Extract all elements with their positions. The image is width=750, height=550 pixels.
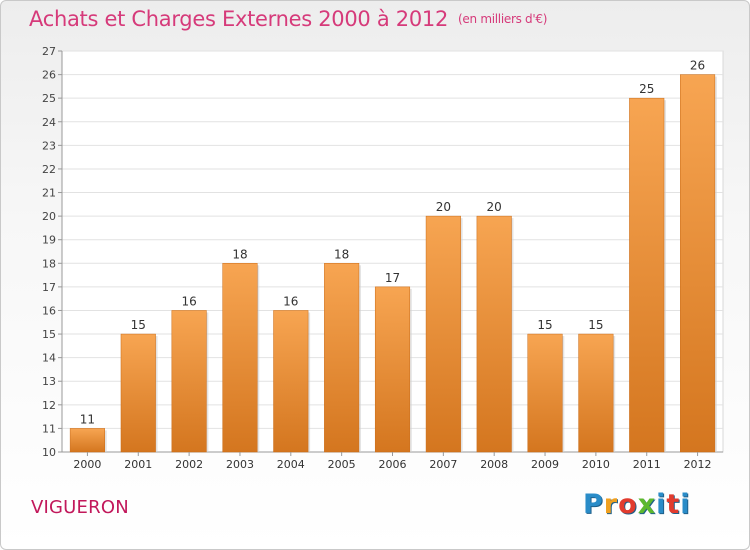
y-tick-label: 10: [42, 446, 56, 459]
logo-letter: i: [656, 489, 667, 520]
y-tick-label: 21: [42, 187, 56, 200]
bar-2007: [425, 215, 461, 453]
data-label: 26: [690, 59, 705, 73]
bar-2008: [476, 215, 512, 453]
logo-letter: r: [603, 489, 619, 520]
chart-title: Achats et Charges Externes 2000 à 2012 (e…: [29, 7, 547, 31]
y-tick-label: 23: [42, 139, 56, 152]
x-tick-label: 2003: [226, 458, 254, 471]
y-tick-label: 25: [42, 92, 56, 105]
x-tick-label: 2004: [277, 458, 305, 471]
data-label: 11: [80, 412, 95, 426]
bar-2001: [120, 333, 156, 453]
x-tick-label: 2000: [73, 458, 101, 471]
x-tick-label: 2010: [582, 458, 610, 471]
y-tick-label: 11: [42, 422, 56, 435]
bar-2004: [273, 310, 309, 453]
chart-unit: (en milliers d'€): [458, 12, 548, 26]
y-tick-label: 20: [42, 210, 56, 223]
y-tick-label: 15: [42, 328, 56, 341]
data-label: 17: [385, 271, 400, 285]
data-label: 25: [639, 82, 654, 96]
y-tick-label: 27: [42, 45, 56, 58]
data-label: 20: [436, 200, 451, 214]
bar-2010: [578, 333, 614, 453]
bar-2002: [171, 310, 207, 453]
data-label: 15: [588, 318, 603, 332]
x-tick-label: 2005: [328, 458, 356, 471]
data-label: 18: [232, 247, 247, 261]
y-tick-label: 26: [42, 69, 56, 82]
logo-letter: x: [637, 489, 657, 520]
y-tick-label: 17: [42, 281, 56, 294]
logo-letter: P: [583, 489, 604, 520]
x-tick-label: 2002: [175, 458, 203, 471]
data-label: 16: [181, 294, 196, 308]
logo-letter: t: [666, 489, 681, 520]
x-tick-label: 2008: [480, 458, 508, 471]
commune-name: VIGUERON: [31, 497, 129, 518]
bar-2000: [69, 428, 105, 453]
x-tick-label: 2012: [684, 458, 712, 471]
bar-2012: [680, 74, 716, 453]
y-tick-label: 24: [42, 116, 56, 129]
y-tick-label: 13: [42, 375, 56, 388]
bar-2006: [374, 286, 411, 453]
bar-2003: [222, 263, 258, 453]
bar-2005: [324, 263, 360, 453]
y-tick-label: 14: [42, 352, 56, 365]
y-tick-label: 19: [42, 234, 56, 247]
x-tick-label: 2011: [633, 458, 661, 471]
y-tick-label: 18: [42, 257, 56, 270]
proxiti-logo: Proxiti: [583, 489, 691, 520]
x-tick-label: 2001: [124, 458, 152, 471]
bar-2011: [629, 97, 665, 453]
data-label: 15: [537, 318, 552, 332]
logo-letter: i: [680, 489, 691, 520]
data-label: 15: [131, 318, 146, 332]
data-label: 16: [283, 294, 298, 308]
logo-letter: o: [618, 489, 638, 520]
y-tick-label: 16: [42, 304, 56, 317]
data-label: 20: [487, 200, 502, 214]
x-tick-label: 2007: [429, 458, 457, 471]
bar-2009: [527, 333, 563, 453]
y-tick-label: 12: [42, 399, 56, 412]
y-tick-label: 22: [42, 163, 56, 176]
x-tick-label: 2009: [531, 458, 559, 471]
x-tick-label: 2006: [379, 458, 407, 471]
chart-title-text: Achats et Charges Externes 2000 à 2012: [29, 7, 449, 31]
data-label: 18: [334, 247, 349, 261]
